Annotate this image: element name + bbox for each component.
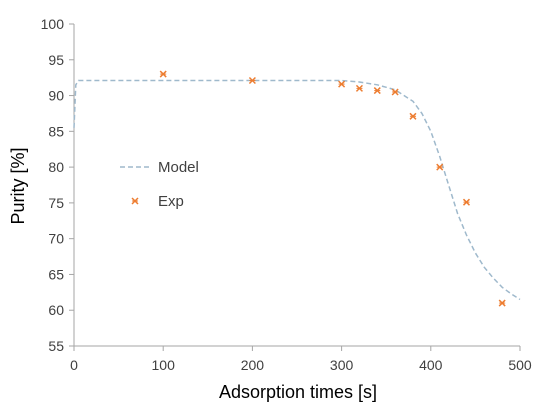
x-axis-label: Adsorption times [s]	[219, 382, 377, 402]
exp-point	[355, 84, 363, 92]
y-tick-label: 65	[48, 266, 64, 282]
x-tick-label: 200	[241, 357, 265, 373]
tick-labels: 55 60 65 70 75 80 85 90 95 100 0 100 200 300 400 500	[41, 16, 532, 373]
x-tick-label: 300	[330, 357, 354, 373]
legend: Model Exp	[120, 159, 199, 210]
y-tick-label: 80	[48, 159, 64, 175]
y-tick-label: 100	[41, 16, 65, 32]
x-tick-label: 0	[70, 357, 78, 373]
x-tick-label: 500	[508, 357, 532, 373]
legend-model-label: Model	[158, 159, 199, 176]
x-tick-label: 100	[152, 357, 176, 373]
y-tick-label: 85	[48, 123, 64, 139]
exp-point	[498, 299, 506, 307]
legend-exp-marker	[131, 197, 139, 205]
y-tick-label: 60	[48, 302, 64, 318]
exp-point	[338, 80, 346, 88]
x-tick-label: 400	[419, 357, 443, 373]
exp-point	[436, 163, 444, 171]
model-line	[73, 79, 521, 301]
y-tick-label: 70	[48, 231, 64, 247]
exp-point	[391, 88, 399, 96]
exp-point	[373, 87, 381, 95]
y-tick-label: 55	[48, 338, 64, 354]
exp-point	[159, 70, 167, 78]
exp-point	[462, 198, 471, 206]
y-tick-label: 95	[48, 52, 64, 68]
y-tick-label: 90	[48, 88, 64, 104]
series	[73, 70, 521, 307]
y-axis-label: Purity [%]	[8, 147, 28, 224]
y-tick-label: 75	[48, 195, 64, 211]
exp-point	[409, 112, 417, 120]
axes	[69, 23, 521, 351]
exp-point	[248, 76, 256, 85]
legend-exp-label: Exp	[158, 193, 184, 210]
